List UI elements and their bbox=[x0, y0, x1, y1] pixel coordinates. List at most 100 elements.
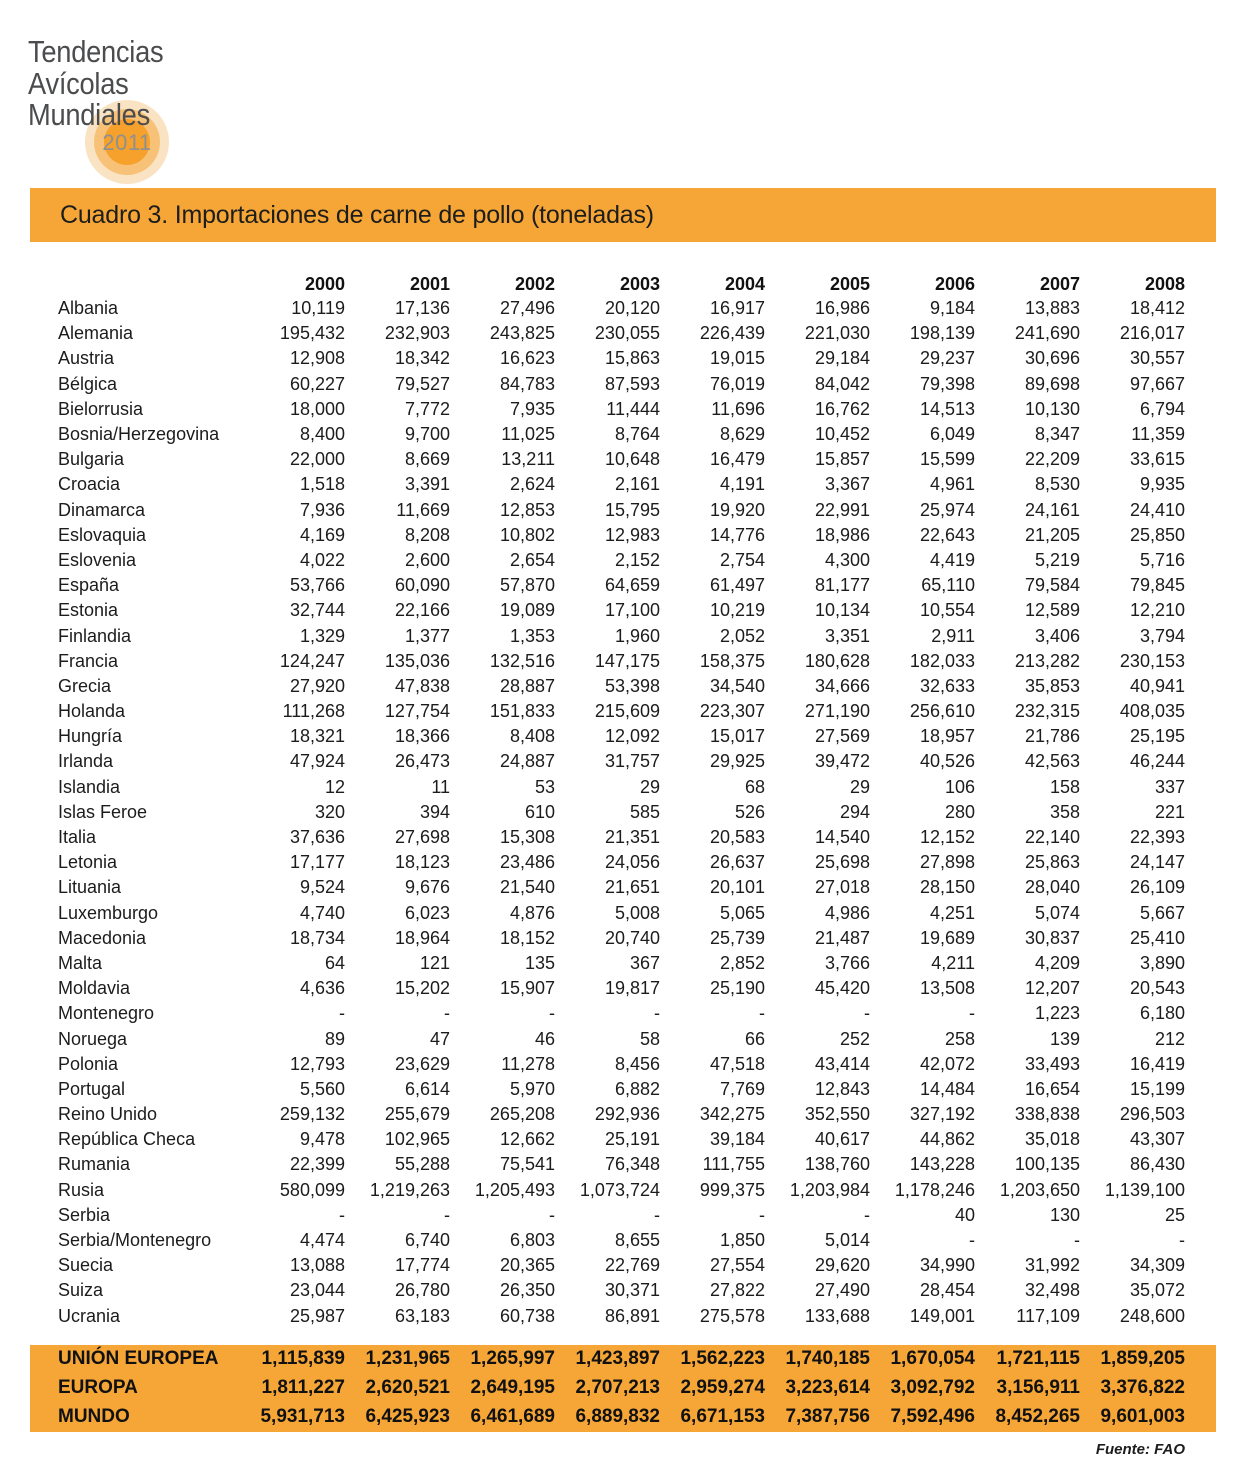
row-spacer bbox=[1185, 1278, 1216, 1303]
value-cell: 89,698 bbox=[1024, 373, 1080, 394]
value-cell: 25,863 bbox=[1024, 852, 1080, 873]
value-cell: 97,667 bbox=[1129, 373, 1185, 394]
value-cell: 4,191 bbox=[719, 474, 765, 495]
summary-value-cell: 9,601,003 bbox=[1080, 1402, 1185, 1432]
imports-table: 2000 2001 2002 2003 2004 2005 2006 2007 2008 Alb… bbox=[30, 262, 1216, 1432]
country-label: Francia bbox=[58, 650, 119, 671]
value-cell: 18,321 bbox=[289, 726, 345, 747]
year-header: 2005 bbox=[829, 274, 870, 294]
value-cell: 46,244 bbox=[1129, 751, 1185, 772]
value-cell: 15,199 bbox=[1129, 1078, 1185, 1099]
value-cell: 17,177 bbox=[289, 852, 345, 873]
value-cell: 12,983 bbox=[604, 524, 660, 545]
value-cell: 2,161 bbox=[614, 474, 660, 495]
logo-title-line-3: Mundiales bbox=[28, 97, 150, 132]
value-cell: 10,219 bbox=[709, 600, 765, 621]
value-cell: 45,420 bbox=[814, 978, 870, 999]
value-cell: 280 bbox=[944, 801, 975, 822]
value-cell: 352,550 bbox=[804, 1104, 870, 1125]
value-cell: 21,786 bbox=[1024, 726, 1080, 747]
row-spacer bbox=[1185, 749, 1216, 774]
summary-value-cell: 1,859,205 bbox=[1080, 1344, 1185, 1374]
value-cell: 8,400 bbox=[299, 424, 345, 445]
summary-value-cell: 1,721,115 bbox=[975, 1344, 1080, 1374]
gap-cell bbox=[30, 1328, 1216, 1345]
table-row: Albania 10,119 17,136 27,496 20,120 16,917 16,… bbox=[30, 296, 1216, 321]
value-cell: - bbox=[759, 1003, 765, 1024]
value-cell: 2,152 bbox=[614, 549, 660, 570]
value-cell: 10,452 bbox=[814, 424, 870, 445]
value-cell: 111,268 bbox=[282, 701, 345, 722]
logo-title-line-1: Tendencias bbox=[28, 34, 164, 69]
value-cell: 2,852 bbox=[719, 952, 765, 973]
value-cell: 147,175 bbox=[594, 650, 660, 671]
value-cell: 265,208 bbox=[489, 1104, 555, 1125]
value-cell: 27,898 bbox=[919, 852, 975, 873]
summary-value-cell: 7,387,756 bbox=[765, 1402, 870, 1432]
summary-value-cell: 1,265,997 bbox=[450, 1344, 555, 1374]
value-cell: 4,419 bbox=[929, 549, 975, 570]
value-cell: 4,961 bbox=[929, 474, 975, 495]
value-cell: 130 bbox=[1049, 1204, 1080, 1225]
value-cell: 31,757 bbox=[604, 751, 660, 772]
value-cell: 4,474 bbox=[299, 1230, 345, 1251]
value-cell: 20,365 bbox=[499, 1255, 555, 1276]
value-cell: 22,000 bbox=[289, 449, 345, 470]
country-label: Bielorrusia bbox=[58, 398, 144, 419]
value-cell: 53,766 bbox=[289, 575, 345, 596]
value-cell: 8,530 bbox=[1034, 474, 1080, 495]
row-spacer bbox=[1185, 447, 1216, 472]
value-cell: 6,882 bbox=[614, 1078, 660, 1099]
value-cell: 14,776 bbox=[709, 524, 765, 545]
country-label: Holanda bbox=[58, 701, 126, 722]
value-cell: 22,769 bbox=[604, 1255, 660, 1276]
row-spacer bbox=[1185, 372, 1216, 397]
value-cell: 232,903 bbox=[384, 323, 450, 344]
value-cell: 135,036 bbox=[384, 650, 450, 671]
table-row: Italia 37,636 27,698 15,308 21,351 20,583 14,5… bbox=[30, 825, 1216, 850]
value-cell: 22,166 bbox=[394, 600, 450, 621]
table-row: Bélgica 60,227 79,527 84,783 87,593 76,019 84,… bbox=[30, 372, 1216, 397]
row-spacer bbox=[1185, 1077, 1216, 1102]
country-label: Austria bbox=[58, 348, 115, 369]
summary-value-cell: 3,156,911 bbox=[975, 1373, 1080, 1403]
row-spacer bbox=[1185, 573, 1216, 598]
value-cell: 15,907 bbox=[499, 978, 555, 999]
country-label: Serbia/Montenegro bbox=[58, 1230, 212, 1251]
value-cell: 294 bbox=[839, 801, 870, 822]
value-cell: 337 bbox=[1154, 776, 1185, 797]
value-cell: 2,624 bbox=[509, 474, 555, 495]
value-cell: 37,636 bbox=[289, 827, 345, 848]
row-spacer bbox=[1185, 926, 1216, 951]
value-cell: 16,917 bbox=[709, 298, 765, 319]
value-cell: 16,479 bbox=[709, 449, 765, 470]
row-spacer bbox=[1185, 598, 1216, 623]
value-cell: 58 bbox=[639, 1028, 660, 1049]
value-cell: 526 bbox=[734, 801, 765, 822]
value-cell: 25,195 bbox=[1129, 726, 1185, 747]
value-cell: 53 bbox=[534, 776, 555, 797]
value-cell: 29,184 bbox=[814, 348, 870, 369]
value-cell: 8,655 bbox=[614, 1230, 660, 1251]
country-label: Finlandia bbox=[58, 625, 132, 646]
value-cell: 8,456 bbox=[614, 1053, 660, 1074]
value-cell: 7,769 bbox=[719, 1078, 765, 1099]
summary-row: EUROPA 1,811,227 2,620,521 2,649,195 2,707,2… bbox=[30, 1373, 1216, 1403]
country-label: Eslovenia bbox=[58, 549, 137, 570]
value-cell: 180,628 bbox=[804, 650, 870, 671]
row-spacer bbox=[1185, 1178, 1216, 1203]
value-cell: 223,307 bbox=[699, 701, 765, 722]
value-cell: 25 bbox=[1164, 1204, 1185, 1225]
value-cell: 18,152 bbox=[499, 927, 555, 948]
table-row: Letonia 17,177 18,123 23,486 24,056 26,637 25,… bbox=[30, 850, 1216, 875]
value-cell: 47,518 bbox=[709, 1053, 765, 1074]
value-cell: 35,072 bbox=[1129, 1280, 1185, 1301]
table-row: Alemania 195,432 232,903 243,825 230,055 226,… bbox=[30, 321, 1216, 346]
value-cell: 4,636 bbox=[299, 978, 345, 999]
value-cell: 15,202 bbox=[394, 978, 450, 999]
summary-value-cell: 1,231,965 bbox=[345, 1344, 450, 1374]
value-cell: 28,040 bbox=[1024, 877, 1080, 898]
value-cell: 6,180 bbox=[1139, 1003, 1185, 1024]
value-cell: 24,410 bbox=[1129, 499, 1185, 520]
value-cell: 135 bbox=[524, 952, 555, 973]
